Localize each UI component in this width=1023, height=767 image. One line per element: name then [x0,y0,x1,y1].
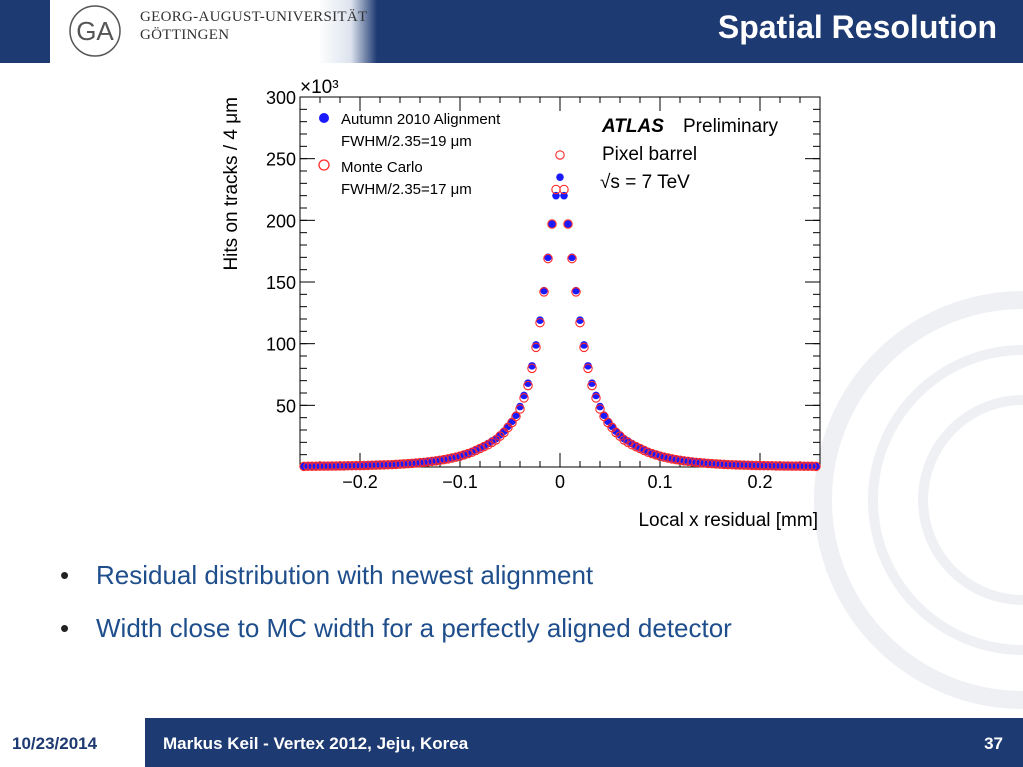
university-name-line2: GÖTTINGEN [140,27,230,43]
x-tick-label: −0.2 [342,472,378,492]
data-point-mc [543,253,553,264]
legend-marker-mc [318,159,330,171]
data-point-alignment [556,173,564,181]
data-point-alignment [516,402,524,411]
atlas-label: ATLAS [601,116,664,137]
page-number: 37 [984,734,1003,753]
data-point-mc [535,317,545,328]
footer-date-box: 10/23/2014 [0,718,145,767]
y-multiplier: ×10³ [300,77,339,98]
data-point-alignment [548,220,556,228]
data-point-mc [299,461,309,472]
x-axis-label: Local x residual [mm] [638,510,818,531]
data-point-mc [807,461,817,472]
bullet-icon: • [60,560,70,590]
seal-watermark [814,291,1023,709]
legend-note-alignment: FWHM/2.35=19 μm [341,133,472,150]
legend-marker-alignment [319,113,329,123]
data-point-mc [567,253,577,264]
data-point-alignment [532,341,540,349]
data-point-alignment [564,220,572,228]
data-point-mc [595,404,605,414]
slide-title: Spatial Resolution [717,9,997,45]
energy-label: √s = 7 TeV [600,172,690,193]
y-tick-label: 250 [266,150,296,170]
data-point-mc [555,150,565,160]
atlas-annotation: ATLAS Preliminary Pixel barrel √s = 7 Te… [600,116,779,193]
tick-labels: −0.2 −0.1 0 0.1 0.2 50 100 150 200 250 300 [266,88,773,492]
data-point-mc [583,363,593,374]
data-point-mc [523,380,533,391]
data-point-alignment [588,379,596,387]
legend-label-alignment: Autumn 2010 Alignment [341,111,501,128]
data-point-alignment [528,362,536,370]
data-point-mc [575,317,585,328]
y-tick-label: 100 [266,335,296,355]
svg-text:GA: GA [76,16,114,46]
data-point-alignment [512,411,520,420]
data-point-mc [519,393,529,403]
data-point-mc [587,380,597,391]
data-point-alignment [540,286,548,295]
data-point-alignment [584,362,592,370]
footer-title: Markus Keil - Vertex 2012, Jeju, Korea [163,734,469,753]
data-point-mc [515,404,525,414]
series-layer [299,150,821,472]
data-point-alignment [600,411,608,420]
plot-border [299,96,821,468]
data-point-mc [579,342,589,353]
data-point-mc [571,287,581,297]
data-point-mc [303,461,313,472]
data-point-alignment [536,316,544,325]
data-point-alignment [572,286,580,295]
y-axis-label: Hits on tracks / 4 μm [221,97,242,271]
bullet-item: • Residual distribution with newest align… [60,560,732,591]
residual-chart: −0.2 −0.1 0 0.1 0.2 50 100 150 200 250 300 ×10³ Hi… [221,77,821,531]
x-tick-label: −0.1 [442,472,478,492]
university-seal-icon: GA [69,5,121,57]
data-point-mc [531,342,541,353]
bullet-text: Residual distribution with newest alignm… [96,560,594,590]
x-tick-label: 0 [555,472,565,492]
x-tick-label: 0.1 [647,472,672,492]
data-point-mc [591,393,601,403]
bullet-text: Width close to MC width for a perfectly … [96,613,732,643]
plot-frame [299,96,821,468]
y-tick-label: 50 [276,396,296,416]
preliminary-label: Preliminary [683,116,779,137]
y-tick-label: 200 [266,211,296,231]
data-point-alignment [524,379,532,387]
data-point-mc [547,219,557,229]
bullet-item: • Width close to MC width for a perfectly… [60,613,732,644]
data-point-alignment [596,402,604,411]
university-logo: GA GEORG-AUGUST-UNIVERSITÄT GÖTTINGEN [50,0,377,63]
data-point-alignment [576,316,584,325]
data-point-alignment [580,341,588,349]
data-point-mc [539,287,549,297]
legend: Autumn 2010 Alignment FWHM/2.35=19 μm Mo… [318,111,501,198]
data-point-mc [527,363,537,374]
legend-note-mc: FWHM/2.35=17 μm [341,181,472,198]
data-point-mc [811,461,821,472]
data-point-alignment [592,391,600,400]
data-point-mc [563,219,573,229]
x-tick-label: 0.2 [747,472,772,492]
data-point-alignment [568,253,576,262]
data-point-alignment [544,253,552,262]
y-tick-label: 150 [266,273,296,293]
pixel-barrel-label: Pixel barrel [602,144,697,165]
axis-ticks [299,96,821,467]
data-point-alignment [520,391,528,400]
bullet-icon: • [60,613,70,643]
footer-bar: Markus Keil - Vertex 2012, Jeju, Korea 3… [0,718,1023,767]
university-name-line1: GEORG-AUGUST-UNIVERSITÄT [140,9,368,25]
y-tick-label: 300 [266,88,296,108]
legend-label-mc: Monte Carlo [341,159,423,176]
data-point-mc [551,184,561,195]
bullet-list: • Residual distribution with newest align… [60,560,732,666]
footer-date: 10/23/2014 [12,734,98,753]
